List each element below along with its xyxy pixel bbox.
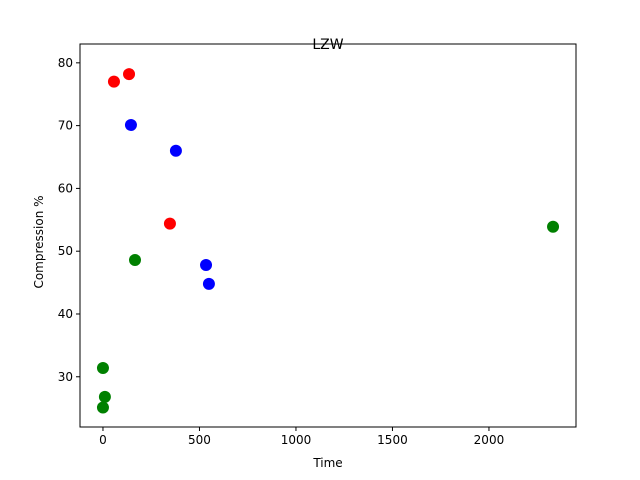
plot-frame bbox=[79, 43, 577, 428]
x-tick-label: 0 bbox=[99, 433, 107, 447]
y-axis-label: Compression % bbox=[32, 195, 46, 288]
x-tick-label: 500 bbox=[188, 433, 211, 447]
y-tick-label: 40 bbox=[58, 307, 73, 321]
point bbox=[163, 217, 176, 230]
point bbox=[169, 144, 182, 157]
point bbox=[129, 253, 142, 266]
point bbox=[123, 68, 136, 81]
point bbox=[547, 220, 560, 233]
y-tick-label: 50 bbox=[58, 244, 73, 258]
point bbox=[98, 390, 111, 403]
x-axis-label: Time bbox=[312, 456, 342, 470]
point bbox=[200, 259, 213, 272]
x-tick-label: 2000 bbox=[474, 433, 505, 447]
point bbox=[202, 277, 215, 290]
chart-title: LZW bbox=[312, 37, 343, 53]
point bbox=[96, 361, 109, 374]
y-tick-label: 70 bbox=[58, 119, 73, 133]
y-tick-label: 80 bbox=[58, 56, 73, 70]
x-tick-label: 1500 bbox=[377, 433, 408, 447]
point bbox=[96, 401, 109, 414]
point bbox=[107, 75, 120, 88]
point bbox=[124, 118, 137, 131]
y-tick-label: 30 bbox=[58, 370, 73, 384]
y-tick-label: 60 bbox=[58, 181, 73, 195]
x-tick-label: 1000 bbox=[281, 433, 312, 447]
